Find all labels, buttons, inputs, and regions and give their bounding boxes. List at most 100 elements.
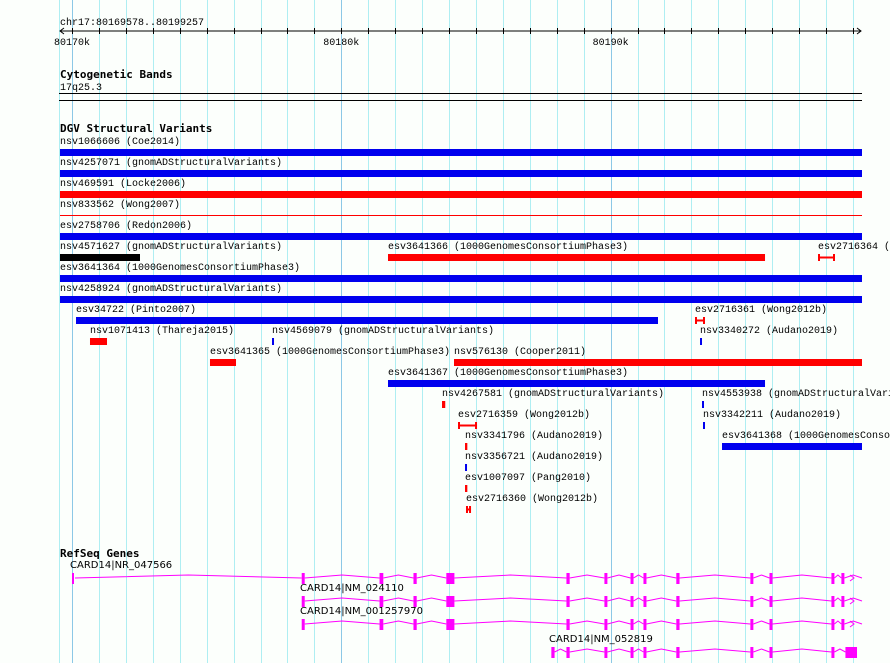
exon[interactable]: [604, 619, 608, 630]
variant-feature[interactable]: nsv1071413 (Thareja2015): [89, 325, 234, 345]
variant-bar[interactable]: [702, 422, 705, 429]
exon[interactable]: [301, 596, 305, 607]
exon[interactable]: [841, 573, 845, 584]
exon[interactable]: [630, 619, 634, 630]
exon[interactable]: [676, 573, 680, 584]
exon-large[interactable]: [446, 573, 455, 584]
exon[interactable]: [769, 596, 773, 607]
exon[interactable]: [643, 647, 647, 658]
exon[interactable]: [630, 573, 634, 584]
variant-bar[interactable]: [700, 338, 703, 345]
variant-bar[interactable]: [60, 170, 862, 177]
variant-feature[interactable]: esv2716360 (Wong2012b): [466, 493, 598, 513]
variant-feature[interactable]: esv3641368 (1000GenomesConso: [722, 430, 890, 450]
variant-feature[interactable]: nsv469591 (Locke2006): [60, 178, 862, 198]
exon-large[interactable]: [845, 647, 858, 658]
variant-bar[interactable]: [722, 443, 862, 450]
exon[interactable]: [643, 596, 647, 607]
variant-feature[interactable]: nsv4571627 (gnomADStructuralVariants): [60, 241, 282, 261]
variant-feature[interactable]: nsv3356721 (Audano2019): [465, 451, 603, 471]
variant-feature[interactable]: nsv4258924 (gnomADStructuralVariants): [60, 283, 862, 303]
variant-bar[interactable]: [465, 464, 468, 471]
exon[interactable]: [630, 596, 634, 607]
variant-feature[interactable]: esv2758706 (Redon2006): [60, 220, 862, 240]
exon[interactable]: [750, 619, 754, 630]
variant-bar[interactable]: [387, 254, 766, 261]
exon[interactable]: [676, 619, 680, 630]
exon[interactable]: [841, 619, 845, 630]
exon[interactable]: [831, 573, 835, 584]
variant-bar[interactable]: [60, 149, 862, 156]
exon[interactable]: [604, 647, 608, 658]
exon[interactable]: [301, 619, 305, 630]
exon[interactable]: [566, 619, 570, 630]
variant-bar[interactable]: [76, 317, 658, 324]
variant-feature[interactable]: esv2716359 (Wong2012b): [458, 409, 590, 429]
variant-bar[interactable]: [60, 254, 140, 261]
exon[interactable]: [301, 573, 305, 584]
variant-bar[interactable]: [60, 275, 862, 282]
exon[interactable]: [831, 596, 835, 607]
ruler[interactable]: chr17:80169578..80199257 80170k 80180k 8…: [54, 17, 862, 49]
variant-bar[interactable]: [60, 233, 862, 240]
variant-bar[interactable]: [89, 338, 108, 345]
variant-feature[interactable]: esv3641365 (1000GenomesConsortiumPhase3): [209, 346, 450, 366]
variant-feature[interactable]: nsv576130 (Cooper2011): [454, 346, 862, 366]
exon[interactable]: [604, 573, 608, 584]
variant-bar[interactable]: [442, 401, 446, 408]
scroll-left-arrow-icon[interactable]: [59, 27, 65, 35]
variant-feature[interactable]: nsv4569079 (gnomADStructuralVariants): [272, 325, 494, 345]
variant-feature[interactable]: nsv3342211 (Audano2019): [702, 409, 841, 429]
exon[interactable]: [750, 647, 754, 658]
exon[interactable]: [413, 619, 417, 630]
exon[interactable]: [566, 596, 570, 607]
exon[interactable]: [769, 573, 773, 584]
variant-bar[interactable]: [465, 443, 468, 450]
variant-bar[interactable]: [454, 359, 862, 366]
variant-feature[interactable]: nsv3340272 (Audano2019): [700, 325, 838, 345]
exon[interactable]: [769, 619, 773, 630]
exon[interactable]: [676, 647, 680, 658]
variant-feature[interactable]: nsv3341796 (Audano2019): [465, 430, 603, 450]
variant-feature[interactable]: nsv4553938 (gnomADStructuralVari: [702, 388, 890, 408]
variant-feature[interactable]: nsv1066606 (Coe2014): [60, 136, 862, 156]
exon[interactable]: [413, 573, 417, 584]
exon[interactable]: [831, 647, 835, 658]
variant-bar[interactable]: [209, 359, 237, 366]
exon[interactable]: [551, 647, 555, 658]
variant-feature[interactable]: esv2716364 (: [818, 241, 890, 261]
variant-feature[interactable]: nsv4257071 (gnomADStructuralVariants): [60, 157, 862, 177]
exon[interactable]: [750, 573, 754, 584]
exon[interactable]: [604, 596, 608, 607]
exon[interactable]: [566, 647, 570, 658]
exon[interactable]: [379, 596, 384, 607]
transcript[interactable]: CARD14|NM_052819: [549, 634, 858, 658]
exon[interactable]: [841, 596, 845, 607]
variant-bar[interactable]: [387, 380, 766, 387]
transcript[interactable]: CARD14|NM_001257970: [300, 606, 863, 630]
variant-feature[interactable]: esv2716361 (Wong2012b): [694, 304, 827, 324]
variant-bar[interactable]: [60, 191, 862, 198]
exon-large[interactable]: [446, 596, 455, 607]
variant-bar[interactable]: [272, 338, 275, 345]
variant-feature[interactable]: nsv4267581 (gnomADStructuralVariants): [442, 388, 664, 408]
exon[interactable]: [413, 596, 417, 607]
variant-feature[interactable]: esv34722 (Pinto2007): [76, 304, 658, 324]
variant-bar[interactable]: [60, 296, 862, 303]
transcript[interactable]: CARD14|NR_047566: [70, 560, 863, 584]
exon[interactable]: [379, 619, 384, 630]
exon[interactable]: [643, 573, 647, 584]
exon[interactable]: [379, 573, 384, 584]
variant-feature[interactable]: esv3641366 (1000GenomesConsortiumPhase3): [387, 241, 766, 261]
exon[interactable]: [630, 647, 634, 658]
variant-bar[interactable]: [702, 401, 705, 408]
transcript[interactable]: CARD14|NM_024110: [300, 583, 863, 607]
exon[interactable]: [750, 596, 754, 607]
exon-large[interactable]: [446, 619, 455, 630]
variant-bar[interactable]: [465, 485, 468, 492]
variant-feature[interactable]: esv3641364 (1000GenomesConsortiumPhase3): [60, 262, 862, 282]
variant-feature[interactable]: nsv833562 (Wong2007): [60, 199, 862, 216]
exon[interactable]: [566, 573, 570, 584]
exon[interactable]: [72, 573, 74, 584]
